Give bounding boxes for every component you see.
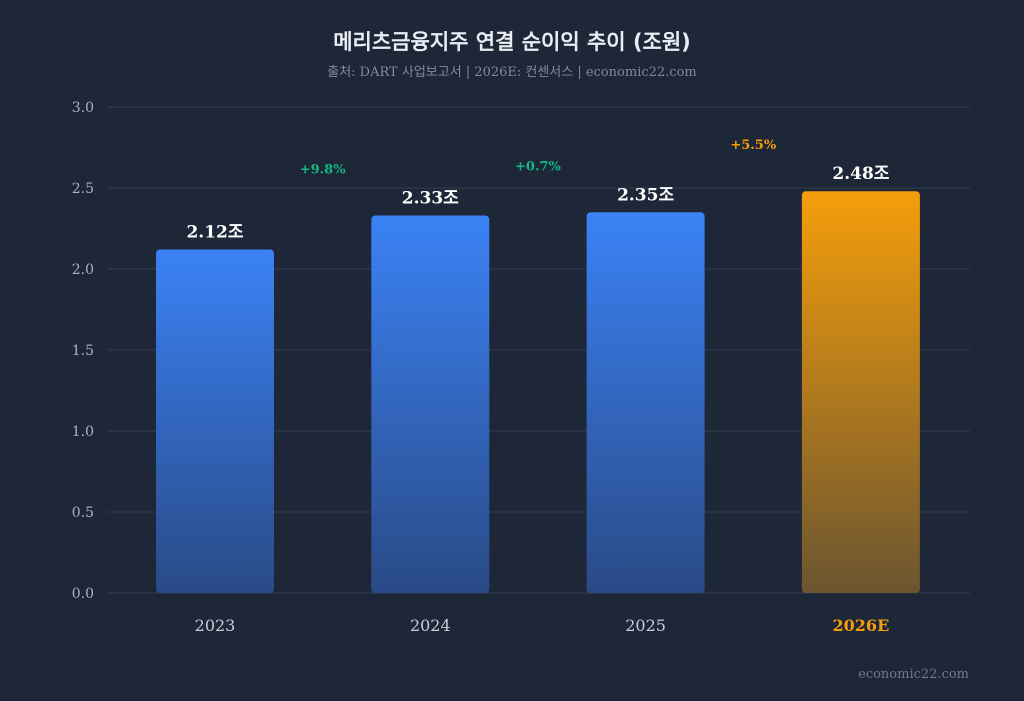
y-tick-label: 0.5 bbox=[72, 505, 94, 521]
y-tick-label: 2.0 bbox=[72, 262, 94, 278]
growth-label: +5.5% bbox=[730, 138, 777, 153]
y-tick-label: 1.5 bbox=[72, 343, 94, 359]
x-tick-label: 2026E bbox=[833, 616, 890, 635]
x-tick-label: 2024 bbox=[410, 616, 451, 635]
value-label: 2.48조 bbox=[832, 164, 889, 184]
y-tick-label: 1.0 bbox=[72, 424, 94, 440]
bars bbox=[156, 191, 920, 594]
bar-2025 bbox=[586, 212, 705, 594]
x-tick-label: 2025 bbox=[625, 616, 666, 635]
value-label: 2.33조 bbox=[402, 189, 459, 209]
y-tick-label: 2.5 bbox=[72, 181, 94, 197]
y-tick-label: 3.0 bbox=[72, 100, 94, 116]
y-axis: 0.0 0.5 1.0 1.5 2.0 2.5 3.0 bbox=[72, 100, 94, 602]
value-label: 2.35조 bbox=[617, 185, 674, 205]
chart-title: 메리츠금융지주 연결 순이익 추이 (조원) bbox=[333, 30, 691, 54]
bar-2026e bbox=[801, 191, 920, 594]
growth-label: +0.7% bbox=[515, 159, 562, 174]
bar-2023 bbox=[156, 249, 274, 593]
x-axis: 2023 2024 2025 2026E bbox=[195, 616, 890, 635]
y-tick-label: 0.0 bbox=[72, 586, 94, 602]
growth-label: +9.8% bbox=[300, 163, 347, 178]
value-label: 2.12조 bbox=[186, 223, 243, 243]
chart-subtitle: 출처: DART 사업보고서 | 2026E: 컨센서스 | economic2… bbox=[327, 65, 697, 80]
bar-2024 bbox=[371, 215, 490, 594]
watermark: economic22.com bbox=[858, 667, 969, 682]
value-labels: 2.12조 2.33조 2.35조 2.48조 bbox=[186, 164, 889, 242]
growth-labels: +9.8% +0.7% +5.5% bbox=[300, 138, 777, 177]
x-tick-label: 2023 bbox=[195, 616, 236, 635]
